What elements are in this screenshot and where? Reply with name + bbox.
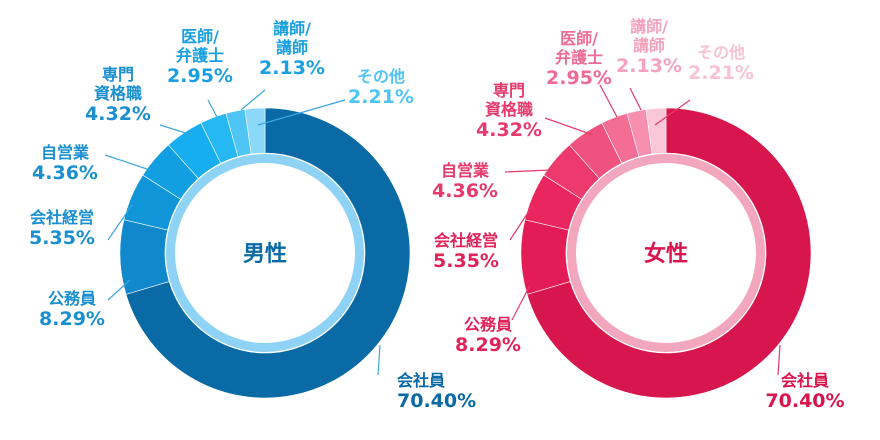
female-slice-sonota — [645, 107, 667, 155]
female-leader-line-ishi-bengoshi — [599, 84, 618, 118]
female-label-value-koshi: 2.13% — [616, 55, 682, 77]
female-leader-line-komuin — [511, 284, 531, 321]
male-label-name-koshi-0: 講師/ — [273, 19, 311, 38]
female-label-value-komuin: 8.29% — [455, 334, 521, 356]
male-label-name-ishi-bengoshi-1: 弁護士 — [176, 46, 224, 65]
female-label-name-senmon-shikaku-1: 資格職 — [485, 100, 533, 119]
male-label-name-senmon-shikaku-1: 資格職 — [94, 84, 142, 103]
female-leader-line-kaishain — [777, 344, 781, 376]
male-label-value-koshi: 2.13% — [259, 57, 325, 79]
female-label-name-kaishain-0: 会社員 — [781, 371, 829, 390]
male-label-name-koshi-1: 講師 — [276, 38, 308, 57]
female-label-name-koshi-0: 講師/ — [630, 17, 668, 36]
male-slice-sonota — [244, 107, 266, 155]
male-inner-ring — [166, 154, 364, 352]
female-label-koshi: 講師/講師2.13% — [616, 17, 682, 77]
male-label-value-senmon-shikaku: 4.32% — [85, 103, 151, 125]
male-label-name-jieigyo-0: 自営業 — [41, 143, 90, 162]
male-center-label: 男性 — [243, 242, 287, 267]
female-leader-line-kaisha-keiei — [509, 204, 534, 241]
male-label-name-ishi-bengoshi-0: 医師/ — [181, 27, 219, 46]
male-leader-line-kaishain — [377, 344, 381, 376]
female-slice-kaishain — [526, 107, 812, 399]
female-label-name-ishi-bengoshi-0: 医師/ — [560, 29, 598, 48]
female-center-label: 女性 — [644, 241, 688, 267]
male-label-value-ishi-bengoshi: 2.95% — [167, 65, 233, 87]
male-label-name-kaishain-0: 会社員 — [397, 371, 445, 390]
female-label-name-ishi-bengoshi-1: 弁護士 — [555, 48, 603, 67]
female-label-value-ishi-bengoshi: 2.95% — [546, 67, 612, 89]
female-label-name-sonota-0: その他 — [697, 43, 745, 62]
female-label-name-kaisha-keiei-0: 会社経営 — [434, 231, 498, 250]
female-label-name-jieigyo-0: 自営業 — [441, 161, 490, 180]
male-label-value-sonota: 2.21% — [348, 86, 414, 108]
male-label-name-sonota-0: その他 — [357, 67, 405, 86]
female-label-value-sonota: 2.21% — [688, 62, 754, 84]
female-slice-komuin — [520, 219, 571, 295]
female-leader-line-koshi — [629, 87, 642, 111]
female-leader-line-jieigyo — [504, 169, 551, 173]
male-leader-line-koshi — [240, 89, 266, 111]
female-label-name-koshi-1: 講師 — [633, 36, 665, 55]
male-label-name-komuin-0: 公務員 — [48, 289, 96, 308]
male-leader-line-ishi-bengoshi — [207, 99, 218, 118]
female-label-value-kaisha-keiei: 5.35% — [433, 250, 499, 272]
male-label-koshi: 講師/講師2.13% — [259, 19, 325, 79]
female-leader-line-senmon-shikaku — [544, 117, 594, 136]
male-label-value-komuin: 8.29% — [39, 308, 105, 330]
female-label-value-kaishain: 70.40% — [765, 390, 844, 412]
male-slice-kaishain — [125, 107, 411, 399]
female-inner-ring — [567, 154, 765, 352]
male-label-value-kaisha-keiei: 5.35% — [29, 227, 95, 249]
male-label-value-kaishain: 70.40% — [397, 390, 476, 412]
male-label-value-jieigyo: 4.36% — [32, 162, 98, 184]
female-leader-line-sonota — [654, 99, 691, 126]
female-label-value-jieigyo: 4.36% — [432, 180, 498, 202]
male-label-name-senmon-shikaku-0: 専門 — [102, 65, 134, 84]
male-leader-line-kaisha-keiei — [107, 204, 133, 241]
female-label-value-senmon-shikaku: 4.32% — [476, 119, 542, 141]
male-label-name-kaisha-keiei-0: 会社経営 — [30, 208, 94, 227]
male-leader-line-senmon-shikaku — [159, 124, 193, 136]
male-leader-line-sonota — [257, 99, 346, 126]
male-leader-line-komuin — [107, 279, 131, 301]
male-leader-line-jieigyo — [104, 154, 151, 171]
female-label-name-senmon-shikaku-0: 専門 — [493, 81, 525, 100]
female-label-name-komuin-0: 公務員 — [464, 315, 512, 334]
